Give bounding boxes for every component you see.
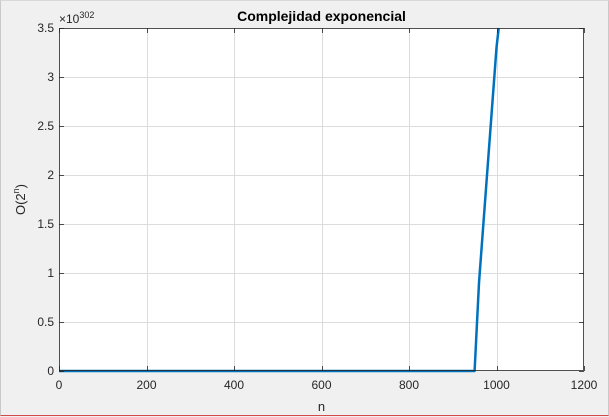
x-tick-label: 600 <box>311 378 331 392</box>
y-tick-label: 2 <box>47 168 54 182</box>
x-tick-label: 0 <box>56 378 63 392</box>
x-tick-label: 200 <box>136 378 156 392</box>
y-tick-label: 0 <box>47 364 54 378</box>
y-tick-label: 0.5 <box>37 315 54 329</box>
x-tick-label: 400 <box>224 378 244 392</box>
y-tick-label: 3 <box>47 70 54 84</box>
chart-title: Complejidad exponencial <box>237 8 406 24</box>
y-tick-label: 1.5 <box>37 217 54 231</box>
y-tick-label: 1 <box>47 266 54 280</box>
y-axis-label-close: ) <box>13 184 28 188</box>
x-tick-label: 1000 <box>483 378 510 392</box>
y-axis-multiplier-base: ×10 <box>59 12 80 26</box>
x-axis-label: n <box>318 399 325 414</box>
axes-frame <box>59 28 584 371</box>
x-tick-label: 800 <box>399 378 419 392</box>
axes-background <box>59 28 584 371</box>
y-tick-label: 2.5 <box>37 119 54 133</box>
y-axis-label: O(2n) <box>11 184 28 215</box>
y-axis-multiplier-exponent: 302 <box>79 10 94 20</box>
y-axis-label-base: O(2 <box>13 193 28 215</box>
grid-lines <box>59 28 584 371</box>
x-tick-label: 1200 <box>571 378 598 392</box>
series-line <box>59 27 500 373</box>
y-axis-multiplier: ×10302 <box>59 10 94 26</box>
tick-layer: 0 200 400 600 800 1000 1200 0 0.5 1 1.5 2 2.5 3 3.5 <box>37 21 597 392</box>
y-tick-label: 3.5 <box>37 21 54 35</box>
y-axis-label-exponent: n <box>11 188 21 193</box>
series-layer <box>59 27 500 373</box>
